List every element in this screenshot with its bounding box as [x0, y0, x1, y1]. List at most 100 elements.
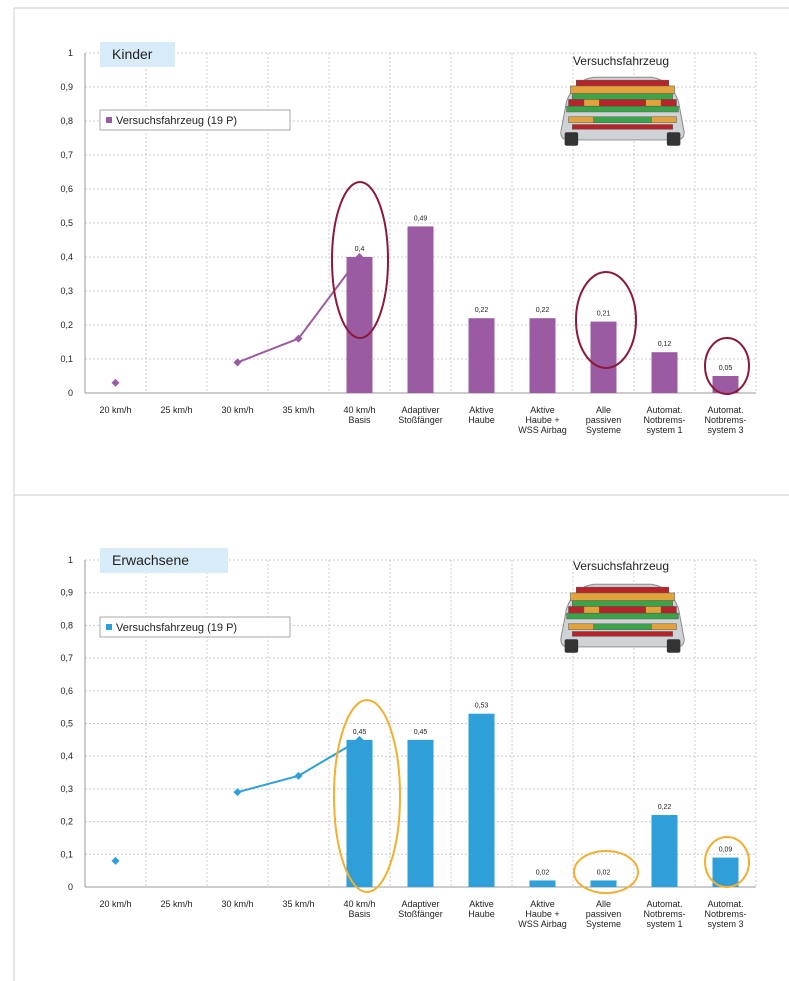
- highlights: [331, 181, 750, 894]
- legend-label: Versuchsfahrzeug (19 P): [116, 115, 237, 127]
- charts: 0 0,1 0,2 0,3 0,4 0,5 0,6 0,7 0,8 0,9 1 20 km/h 25 k…: [60, 42, 757, 929]
- title-box: [100, 548, 228, 573]
- x-tick-label: 30 km/h: [221, 405, 253, 415]
- x-tick-label: Aktive Haube: [468, 899, 495, 919]
- value-label: 0,05: [719, 365, 733, 372]
- y-tick-label: 0,1: [60, 849, 73, 859]
- chart: 0 0,1 0,2 0,3 0,4 0,5 0,6 0,7 0,8 0,9 1 20 km/h 25 k…: [60, 548, 757, 929]
- bar: [590, 880, 617, 887]
- y-tick-label: 0,7: [60, 653, 73, 663]
- bar: [712, 857, 739, 887]
- y-tick-label: 1: [68, 555, 73, 565]
- legend-label: Versuchsfahrzeug (19 P): [116, 622, 237, 634]
- highlight-ellipse: [704, 836, 750, 888]
- line: [237, 256, 361, 364]
- y-tick-label: 0,9: [60, 82, 73, 92]
- title-box: [100, 42, 175, 67]
- x-tick-label: Automat. Notbrems-system 1: [643, 899, 685, 929]
- legend-box: [99, 616, 291, 638]
- value-label: 0,45: [353, 729, 367, 736]
- line-marker: [294, 334, 303, 343]
- y-tick-label: 0,5: [60, 218, 73, 228]
- value-label: 0,12: [658, 341, 672, 348]
- x-tick-label: Aktive Haube: [468, 405, 495, 425]
- y-tick-label: 0,4: [60, 252, 73, 262]
- x-tick-label: 25 km/h: [160, 899, 192, 909]
- y-tick-label: 0,6: [60, 686, 73, 696]
- value-label: 0,02: [597, 869, 611, 876]
- bar: [407, 226, 434, 393]
- x-tick-label: 20 km/h: [99, 899, 131, 909]
- bar: [468, 318, 495, 393]
- y-tick-label: 0,7: [60, 150, 73, 160]
- line-marker: [233, 358, 242, 367]
- value-label: 0,22: [475, 307, 489, 314]
- line-marker: [111, 378, 120, 387]
- annotation: Versuchsfahrzeug: [573, 559, 669, 573]
- bar: [529, 880, 556, 887]
- y-tick-label: 0,8: [60, 116, 73, 126]
- bar: [346, 739, 373, 887]
- x-tick-label: Automat. Notbrems-system 1: [643, 405, 685, 435]
- bar: [468, 713, 495, 887]
- highlight-ellipse: [704, 337, 750, 395]
- bar: [651, 352, 678, 393]
- y-tick-label: 0,1: [60, 354, 73, 364]
- legend-box: [99, 109, 291, 131]
- bar: [529, 318, 556, 393]
- y-tick-label: 0,4: [60, 751, 73, 761]
- x-tick-label: 40 km/h Basis: [343, 899, 375, 919]
- x-tick-label: Automat. Notbrems-system 3: [704, 899, 746, 929]
- x-tick-label: 30 km/h: [221, 899, 253, 909]
- bar: [346, 257, 373, 393]
- x-tick-label: 40 km/h Basis: [343, 405, 375, 425]
- line-marker: [233, 788, 242, 797]
- x-tick-label: Alle passiven Systeme: [586, 405, 622, 435]
- x-tick-label: Alle passiven Systeme: [586, 899, 622, 929]
- y-tick-label: 0: [68, 388, 73, 398]
- bar: [590, 321, 617, 393]
- value-label: 0,09: [719, 847, 733, 854]
- highlight-ellipse: [575, 271, 637, 369]
- bar: [407, 739, 434, 887]
- legend-swatch: [106, 624, 112, 630]
- y-tick-label: 0,2: [60, 320, 73, 330]
- chart: 0 0,1 0,2 0,3 0,4 0,5 0,6 0,7 0,8 0,9 1 20 km/h 25 k…: [60, 42, 757, 435]
- bar: [651, 815, 678, 887]
- y-tick-label: 0,3: [60, 784, 73, 794]
- y-tick-label: 0,9: [60, 588, 73, 598]
- x-tick-label: 35 km/h: [282, 899, 314, 909]
- value-label: 0,02: [536, 869, 550, 876]
- value-label: 0,22: [536, 307, 550, 314]
- bar: [712, 376, 739, 393]
- value-label: 0,21: [597, 311, 611, 318]
- y-tick-label: 0,8: [60, 620, 73, 630]
- x-tick-label: Adaptiver Stoßfänger: [398, 899, 443, 919]
- chart-title: Erwachsene: [112, 552, 189, 568]
- y-tick-label: 0,6: [60, 184, 73, 194]
- car-image: [560, 583, 685, 654]
- y-tick-label: 1: [68, 48, 73, 58]
- line-marker: [111, 856, 120, 865]
- highlight-ellipse: [573, 850, 639, 894]
- value-label: 0,53: [475, 703, 489, 710]
- value-label: 0,45: [414, 729, 428, 736]
- x-tick-label: 20 km/h: [99, 405, 131, 415]
- line: [237, 738, 361, 794]
- x-tick-label: Aktive Haube + WSS Airbag: [518, 899, 567, 929]
- value-label: 0,4: [355, 246, 365, 253]
- x-tick-label: 35 km/h: [282, 405, 314, 415]
- value-label: 0,22: [658, 804, 672, 811]
- value-label: 0,49: [414, 215, 428, 222]
- y-tick-label: 0: [68, 882, 73, 892]
- line-marker: [294, 771, 303, 780]
- y-tick-label: 0,5: [60, 719, 73, 729]
- legend-swatch: [106, 117, 112, 123]
- y-tick-label: 0,2: [60, 817, 73, 827]
- highlight-ellipse: [331, 181, 389, 339]
- x-tick-label: Adaptiver Stoßfänger: [398, 405, 443, 425]
- x-tick-label: Aktive Haube + WSS Airbag: [518, 405, 567, 435]
- annotation: Versuchsfahrzeug: [573, 54, 669, 68]
- x-tick-label: 25 km/h: [160, 405, 192, 415]
